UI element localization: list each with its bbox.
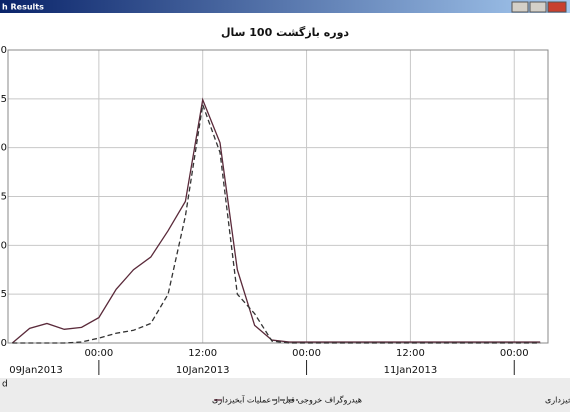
legend-label: هیدروگراف خروجی قبل از عملیات آبخیزداری — [212, 395, 362, 405]
x-tick-label: 00:00 — [84, 348, 113, 359]
y-tick-label: 15 — [0, 192, 7, 203]
series-line — [11, 97, 541, 344]
y-tick-label: 10 — [0, 240, 7, 251]
x-tick-label: 12:00 — [188, 348, 217, 359]
date-label: 09Jan2013 — [9, 365, 63, 376]
x-tick-label: 00:00 — [500, 348, 529, 359]
plot-border — [7, 49, 549, 344]
y-tick-label: 25 — [0, 94, 7, 105]
x-tick-label: 12:00 — [396, 348, 425, 359]
minimize-button[interactable] — [511, 1, 529, 13]
y-tick-label: 0 — [1, 338, 7, 349]
window-title: h Results — [2, 3, 44, 12]
x-tick-label: 00:00 — [292, 348, 321, 359]
close-button[interactable] — [547, 1, 567, 13]
legend-label: هیدروگراف خروجی بعد از عملیات آبخیزداری — [545, 395, 570, 405]
title-bar — [0, 0, 570, 13]
maximize-button[interactable] — [529, 1, 547, 13]
legend-panel — [0, 378, 570, 412]
series-line — [12, 104, 541, 344]
x-axis-label: d — [2, 380, 8, 390]
y-tick-label: 20 — [0, 143, 7, 154]
chart-title: دوره بازگشت 100 سال — [221, 26, 349, 39]
y-tick-label: 5 — [1, 289, 7, 300]
y-tick-label: 30 — [0, 45, 7, 56]
date-label: 10Jan2013 — [176, 365, 230, 376]
date-label: 11Jan2013 — [384, 365, 438, 376]
